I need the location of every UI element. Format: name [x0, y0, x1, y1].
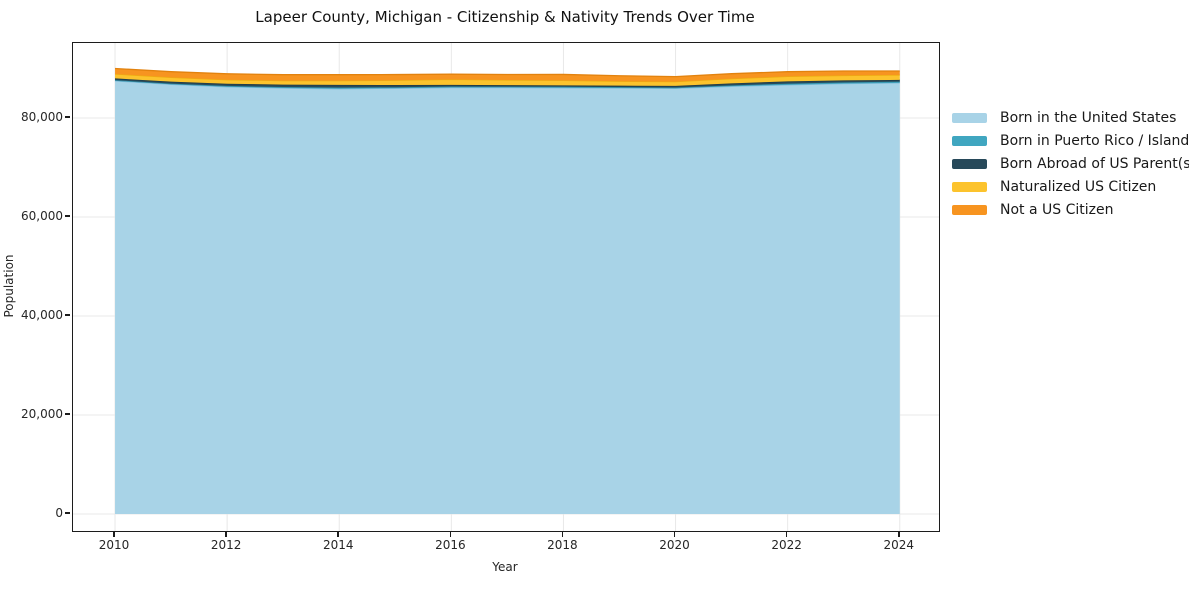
- x-tick-mark: [673, 532, 676, 537]
- legend-item: Born Abroad of US Parent(s): [952, 152, 1189, 175]
- y-tick-mark: [65, 512, 70, 514]
- y-tick-mark: [65, 314, 70, 316]
- x-tick-label: 2020: [659, 538, 690, 552]
- area-series-edge: [114, 79, 900, 89]
- plot-area: [72, 42, 940, 532]
- legend-label: Born Abroad of US Parent(s): [1000, 155, 1189, 172]
- x-tick-mark: [225, 532, 227, 537]
- legend-label: Naturalized US Citizen: [1000, 178, 1157, 195]
- area-series-edge: [115, 67, 900, 78]
- legend-swatch: [952, 204, 987, 215]
- legend-item: Not a US Citizen: [952, 198, 1189, 221]
- x-axis-label: Year: [492, 560, 518, 574]
- x-tick-label: 2012: [210, 538, 242, 552]
- x-tick-label: 2022: [771, 538, 802, 552]
- y-tick-mark: [65, 116, 70, 118]
- x-tick-mark: [785, 532, 788, 537]
- y-tick-label: 20,000: [21, 406, 63, 421]
- legend-swatch: [952, 135, 987, 146]
- y-tick-label: 80,000: [21, 109, 63, 124]
- x-tick-mark: [113, 532, 115, 537]
- legend-label: Born in Puerto Rico / Islands: [1000, 132, 1189, 149]
- x-tick-mark: [337, 532, 339, 537]
- area-series: [115, 73, 900, 86]
- area-series: [115, 80, 900, 514]
- legend-swatch: [952, 112, 987, 123]
- y-tick-label: 0: [55, 505, 63, 520]
- x-tick-label: 2016: [435, 538, 466, 552]
- legend-item: Naturalized US Citizen: [952, 175, 1189, 198]
- y-tick-mark: [65, 215, 70, 217]
- x-tick-label: 2024: [883, 538, 915, 552]
- legend-label: Not a US Citizen: [1000, 201, 1114, 218]
- chart-title: Lapeer County, Michigan - Citizenship & …: [255, 8, 755, 26]
- x-tick-label: 2018: [547, 538, 578, 552]
- x-tick-mark: [898, 532, 900, 537]
- legend-swatch: [952, 181, 987, 192]
- x-tick-label: 2010: [98, 538, 130, 552]
- legend-swatch: [952, 158, 987, 169]
- area-series-edge: [114, 73, 900, 83]
- stacked-area-chart: [73, 43, 939, 531]
- legend: Born in the United States Born in Puerto …: [952, 106, 1189, 221]
- y-tick-mark: [65, 413, 70, 415]
- legend-item: Born in the United States: [952, 106, 1189, 129]
- legend-item: Born in Puerto Rico / Islands: [952, 129, 1189, 152]
- x-tick-label: 2014: [322, 538, 354, 552]
- legend-label: Born in the United States: [1000, 109, 1177, 126]
- x-tick-mark: [561, 532, 564, 537]
- y-tick-label: 60,000: [21, 208, 63, 223]
- y-tick-label: 40,000: [21, 307, 63, 322]
- x-tick-mark: [449, 532, 452, 537]
- y-axis-label: Population: [2, 254, 16, 318]
